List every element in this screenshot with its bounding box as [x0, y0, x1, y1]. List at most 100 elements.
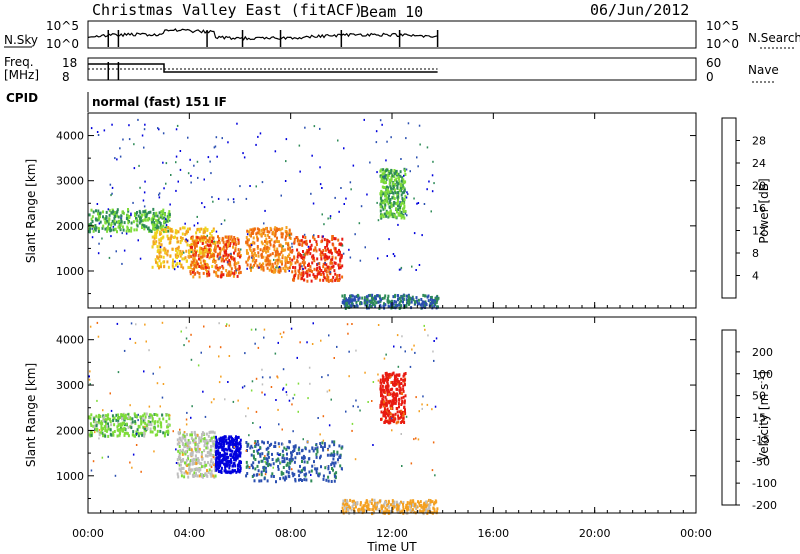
- echo-cell: [303, 466, 306, 470]
- echo-cell: [401, 392, 404, 395]
- echo-cell: [303, 456, 306, 460]
- echo-cell: [195, 231, 198, 235]
- echo-cell: [252, 454, 255, 458]
- echo-cell: [319, 454, 322, 458]
- echo-cell: [406, 502, 409, 506]
- echo-cell: [316, 257, 319, 261]
- echo-cell: [252, 473, 255, 477]
- echo-cell: [152, 240, 155, 244]
- echo-cell: [187, 439, 190, 442]
- echo-cell: [338, 263, 341, 267]
- echo-cell: [216, 155, 218, 158]
- echo-cell: [251, 254, 254, 258]
- echo-cell: [271, 263, 274, 267]
- echo-cell: [210, 255, 213, 259]
- echo-cell: [140, 420, 143, 424]
- echo-cell: [176, 246, 179, 250]
- echo-cell: [156, 420, 159, 424]
- echo-cell: [350, 508, 353, 512]
- echo-cell: [317, 417, 319, 419]
- echo-cell: [293, 274, 296, 278]
- echo-cell: [212, 255, 215, 259]
- echo-cell: [296, 259, 299, 263]
- echo-cell: [106, 229, 109, 233]
- echo-cell: [384, 294, 387, 298]
- echo-cell: [318, 262, 321, 265]
- echo-cell: [213, 248, 216, 252]
- echo-cell: [145, 412, 148, 416]
- echo-cell: [264, 473, 267, 476]
- echo-cell: [380, 402, 383, 406]
- echo-cell: [370, 304, 373, 308]
- echo-cell: [239, 451, 242, 455]
- colorbar-tick-label: 4: [752, 270, 759, 283]
- echo-cell: [181, 237, 184, 240]
- echo-cell: [252, 253, 255, 257]
- echo-cell: [285, 235, 287, 239]
- echo-cell: [402, 389, 405, 393]
- colorbar-tick-label: -100: [752, 477, 777, 490]
- echo-cell: [210, 430, 213, 434]
- echo-cell: [324, 466, 327, 470]
- echo-cell: [107, 434, 110, 438]
- echo-cell: [338, 210, 340, 213]
- echo-cell: [228, 259, 231, 262]
- echo-cell: [351, 422, 354, 425]
- echo-cell: [276, 249, 279, 253]
- velocity-colorbar-label: Velocity [m s-1]: [757, 371, 771, 461]
- echo-cell: [266, 262, 269, 266]
- echo-cell: [423, 324, 425, 327]
- echo-cell: [351, 302, 354, 306]
- echo-cell: [397, 297, 400, 301]
- echo-cell: [321, 251, 324, 255]
- nsky-label: N.Sky: [4, 33, 38, 47]
- echo-cell: [403, 411, 405, 415]
- echo-cell: [206, 441, 209, 445]
- echo-cell: [306, 250, 309, 254]
- echo-cell: [306, 252, 309, 256]
- echo-cell: [189, 158, 191, 161]
- echo-cell: [105, 421, 107, 425]
- echo-cell: [119, 422, 122, 426]
- echo-cell: [302, 457, 305, 460]
- echo-cell: [327, 467, 330, 471]
- echo-cell: [239, 454, 242, 458]
- echo-cell: [327, 449, 329, 452]
- echo-cell: [239, 446, 242, 450]
- echo-cell: [265, 258, 268, 262]
- echo-cell: [114, 227, 117, 231]
- echo-cell: [329, 267, 332, 271]
- echo-cell: [158, 417, 161, 421]
- echo-cell: [284, 237, 287, 241]
- echo-cell: [393, 178, 396, 182]
- echo-cell: [198, 257, 200, 261]
- echo-cell: [192, 440, 195, 444]
- echo-cell: [379, 384, 382, 388]
- echo-cell: [174, 263, 177, 267]
- echo-cell: [123, 416, 126, 420]
- echo-cell: [336, 345, 338, 348]
- echo-cell: [285, 391, 288, 394]
- echo-cell: [188, 251, 190, 255]
- echo-cell: [210, 474, 213, 478]
- echo-cell: [384, 395, 387, 399]
- echo-cell: [142, 414, 145, 418]
- echo-cell: [199, 439, 202, 443]
- echo-cell: [321, 441, 324, 445]
- echo-cell: [157, 127, 159, 130]
- echo-cell: [205, 446, 208, 450]
- echo-cell: [322, 474, 325, 478]
- echo-cell: [131, 433, 134, 437]
- echo-cell: [323, 276, 326, 280]
- echo-cell: [324, 255, 327, 259]
- echo-cell: [116, 208, 119, 212]
- echo-cell: [290, 327, 293, 330]
- echo-cell: [391, 174, 394, 178]
- echo-cell: [328, 265, 330, 269]
- echo-cell: [312, 449, 315, 453]
- echo-cell: [218, 237, 221, 241]
- echo-cell: [99, 215, 101, 219]
- echo-cell: [320, 269, 323, 272]
- echo-cell: [386, 168, 389, 172]
- echo-cell: [393, 419, 396, 423]
